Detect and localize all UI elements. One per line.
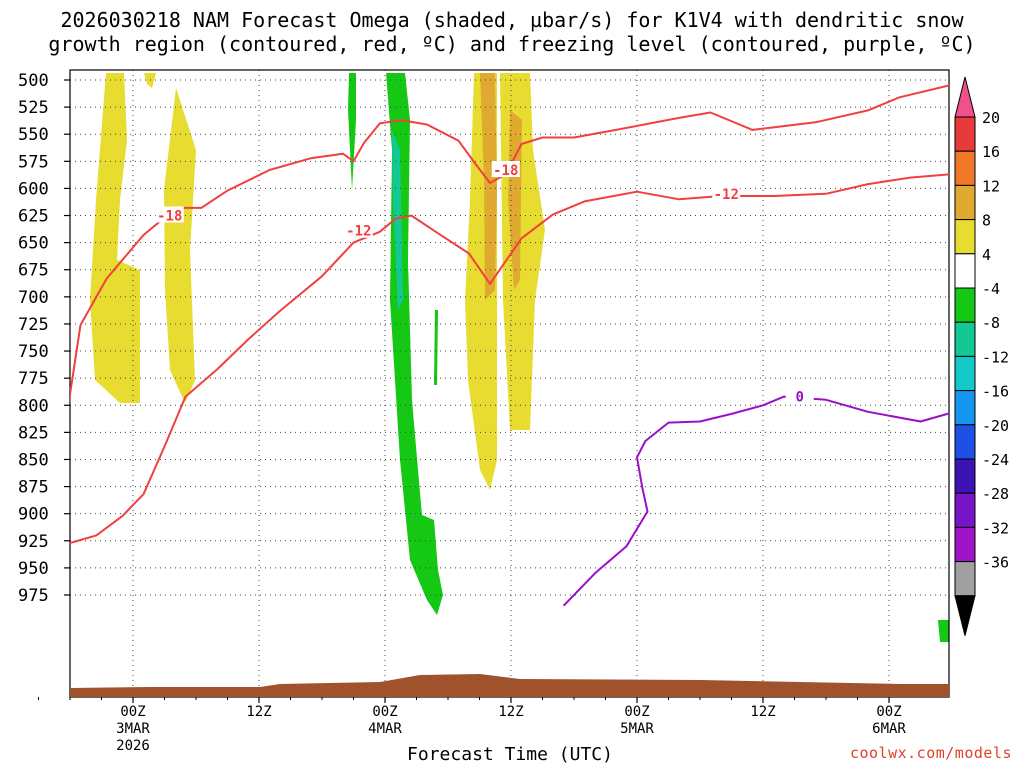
colorbar-segment bbox=[954, 253, 976, 289]
y-tick-label: 700 bbox=[18, 288, 49, 308]
contour-label: -12 bbox=[346, 224, 371, 240]
y-tick-label: 975 bbox=[18, 586, 49, 606]
omega-shade-yellow-mid-b bbox=[500, 73, 545, 430]
colorbar-segment bbox=[954, 390, 976, 426]
colorbar-label: -4 bbox=[982, 280, 1000, 298]
contour-label-bg bbox=[712, 184, 741, 201]
y-tick-label: 500 bbox=[18, 71, 49, 91]
x-tick-label: 12Z bbox=[246, 704, 271, 720]
colorbar-label: -20 bbox=[982, 417, 1009, 435]
y-tick-label: 575 bbox=[18, 152, 49, 172]
y-tick-label: 925 bbox=[18, 532, 49, 552]
colorbar-segment bbox=[954, 355, 976, 392]
contour-label-bg bbox=[491, 160, 520, 177]
y-tick-label: 875 bbox=[18, 478, 49, 498]
y-tick-label: 650 bbox=[18, 234, 49, 254]
colorbar-label: 4 bbox=[982, 246, 991, 264]
contour-label-bg bbox=[344, 221, 373, 238]
contour-line bbox=[562, 395, 949, 607]
contour-label-bg bbox=[785, 387, 814, 404]
colorbar-label: 12 bbox=[982, 177, 1000, 195]
colorbar-label: -12 bbox=[982, 348, 1009, 366]
omega-shade-green-narrow-b bbox=[434, 310, 438, 385]
colorbar-top-arrow bbox=[954, 76, 976, 118]
contour-line bbox=[70, 84, 949, 406]
colorbar-segment bbox=[954, 424, 976, 460]
colorbar-segment bbox=[954, 184, 976, 221]
y-tick-label: 625 bbox=[18, 207, 49, 227]
omega-shade-yellow-left-c bbox=[164, 88, 196, 403]
contour-label: 0 bbox=[796, 390, 804, 406]
colorbar-segment bbox=[954, 287, 976, 323]
colorbar-label: -24 bbox=[982, 451, 1009, 469]
colorbar-label: 16 bbox=[982, 143, 1000, 161]
x-tick-label: 00Z bbox=[120, 704, 145, 720]
colorbar-segment bbox=[954, 561, 976, 597]
colorbar-label: 20 bbox=[982, 109, 1000, 127]
omega-shade-teal-core bbox=[392, 130, 403, 310]
omega-shade-orange-core-a bbox=[480, 73, 497, 300]
colorbar-label: 8 bbox=[982, 212, 991, 230]
x-tick-label: 4MAR bbox=[368, 721, 402, 737]
colorbar-label: -8 bbox=[982, 314, 1000, 332]
colorbar-label: -36 bbox=[982, 554, 1009, 572]
colorbar-segment bbox=[954, 150, 976, 186]
y-tick-label: 550 bbox=[18, 125, 49, 145]
x-tick-label: 12Z bbox=[750, 704, 775, 720]
y-tick-label: 800 bbox=[18, 396, 49, 416]
x-tick-label: 00Z bbox=[372, 704, 397, 720]
omega-shade-green-right-edge bbox=[938, 620, 949, 642]
y-tick-label: 950 bbox=[18, 559, 49, 579]
x-tick-label: 5MAR bbox=[620, 721, 654, 737]
contour-label-bg bbox=[155, 206, 184, 223]
omega-shade-yellow-left-a bbox=[90, 73, 140, 403]
colorbar-label: -28 bbox=[982, 485, 1009, 503]
x-tick-label: 2026 bbox=[116, 738, 150, 754]
colorbar-segment bbox=[954, 219, 976, 255]
x-tick-label: 6MAR bbox=[872, 721, 906, 737]
y-tick-label: 850 bbox=[18, 450, 49, 470]
x-tick-label: 00Z bbox=[876, 704, 901, 720]
x-tick-label: 00Z bbox=[624, 704, 649, 720]
y-tick-label: 900 bbox=[18, 505, 49, 525]
colorbar-segment bbox=[954, 526, 976, 563]
x-tick-label: 12Z bbox=[498, 704, 523, 720]
contour-label: -18 bbox=[493, 163, 518, 179]
y-tick-label: 675 bbox=[18, 261, 49, 281]
colorbar-segment bbox=[954, 321, 976, 357]
contour-label: -18 bbox=[157, 209, 182, 225]
y-tick-label: 600 bbox=[18, 179, 49, 199]
y-tick-label: 825 bbox=[18, 423, 49, 443]
colorbar-label: -32 bbox=[982, 519, 1009, 537]
colorbar-label: -16 bbox=[982, 383, 1009, 401]
colorbar-bottom-arrow bbox=[954, 595, 976, 636]
y-tick-label: 775 bbox=[18, 369, 49, 389]
omega-shade-green-narrow-a bbox=[348, 73, 356, 190]
chart-title: 2026030218 NAM Forecast Omega (shaded, µ… bbox=[48, 8, 976, 56]
terrain-surface bbox=[70, 674, 949, 697]
colorbar-segment bbox=[954, 116, 976, 152]
colorbar-segment bbox=[954, 492, 976, 528]
contour-label: -12 bbox=[714, 187, 739, 203]
y-tick-label: 750 bbox=[18, 342, 49, 362]
source-credit: coolwx.com/models bbox=[849, 744, 1012, 762]
colorbar-segment bbox=[954, 458, 976, 494]
x-axis-title: Forecast Time (UTC) bbox=[407, 744, 613, 765]
x-tick-label: 3MAR bbox=[116, 721, 150, 737]
y-tick-label: 725 bbox=[18, 315, 49, 335]
y-tick-label: 525 bbox=[18, 98, 49, 118]
